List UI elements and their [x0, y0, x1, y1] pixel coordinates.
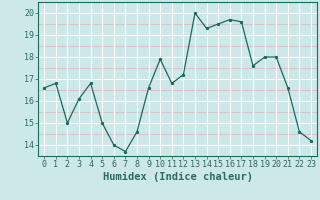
- X-axis label: Humidex (Indice chaleur): Humidex (Indice chaleur): [103, 172, 252, 182]
